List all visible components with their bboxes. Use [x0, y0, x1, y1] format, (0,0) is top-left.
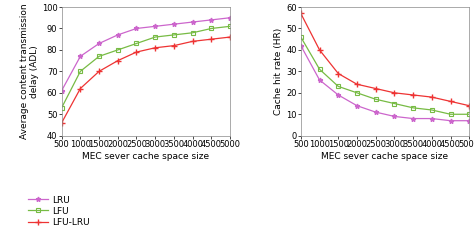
LRU [227, 16, 233, 19]
LFU-LRU [317, 48, 322, 51]
LFU-LRU [152, 46, 158, 49]
LFU-LRU [96, 70, 102, 73]
LRU [115, 33, 120, 36]
LFU [410, 106, 416, 109]
LRU [134, 27, 139, 30]
LFU [115, 48, 120, 51]
LFU [227, 25, 233, 28]
LFU [152, 36, 158, 38]
Line: LFU: LFU [299, 35, 471, 116]
LRU [190, 21, 195, 23]
X-axis label: MEC sever cache space size: MEC sever cache space size [321, 152, 448, 161]
LFU-LRU [227, 36, 233, 38]
LFU-LRU [171, 44, 177, 47]
LFU-LRU [115, 59, 120, 62]
LRU [77, 55, 83, 58]
LRU [410, 117, 416, 120]
LFU-LRU [336, 72, 341, 75]
LRU [152, 25, 158, 28]
Legend: LRU, LFU, LFU-LRU: LRU, LFU, LFU-LRU [28, 196, 90, 227]
LFU [209, 27, 214, 30]
LRU [171, 23, 177, 26]
LFU [373, 98, 379, 101]
LFU [466, 113, 472, 116]
LFU [134, 42, 139, 45]
LFU [336, 85, 341, 88]
LFU [171, 33, 177, 36]
LFU-LRU [429, 96, 435, 99]
LRU [448, 119, 454, 122]
LRU [354, 104, 360, 107]
Line: LRU: LRU [299, 43, 472, 123]
LFU [59, 106, 64, 109]
LRU [373, 111, 379, 113]
LRU [429, 117, 435, 120]
LFU-LRU [410, 94, 416, 96]
LRU [466, 119, 472, 122]
Line: LFU-LRU: LFU-LRU [59, 34, 233, 126]
Y-axis label: Cache hit rate (HR): Cache hit rate (HR) [274, 28, 283, 115]
X-axis label: MEC sever cache space size: MEC sever cache space size [82, 152, 210, 161]
LFU [354, 91, 360, 94]
LFU [317, 68, 322, 71]
LFU-LRU [373, 87, 379, 90]
LFU-LRU [354, 83, 360, 86]
LFU [448, 113, 454, 116]
LFU [96, 55, 102, 58]
LRU [209, 18, 214, 21]
LFU-LRU [466, 104, 472, 107]
LRU [59, 89, 64, 92]
Y-axis label: Average content transmission
delay (ADL): Average content transmission delay (ADL) [19, 4, 39, 139]
LRU [336, 94, 341, 96]
LFU-LRU [134, 51, 139, 54]
LFU-LRU [59, 121, 64, 124]
Line: LFU-LRU: LFU-LRU [298, 11, 472, 109]
LRU [298, 44, 304, 47]
LFU-LRU [190, 40, 195, 43]
LFU-LRU [298, 12, 304, 15]
Line: LFU: LFU [60, 24, 232, 110]
LFU-LRU [448, 100, 454, 103]
LRU [392, 115, 397, 118]
Line: LRU: LRU [59, 15, 232, 93]
LFU [298, 36, 304, 38]
LFU-LRU [392, 91, 397, 94]
LFU-LRU [209, 38, 214, 41]
LFU-LRU [77, 87, 83, 90]
LFU [77, 70, 83, 73]
LRU [96, 42, 102, 45]
LRU [317, 79, 322, 81]
LFU [190, 31, 195, 34]
LFU [429, 109, 435, 111]
LFU [392, 102, 397, 105]
